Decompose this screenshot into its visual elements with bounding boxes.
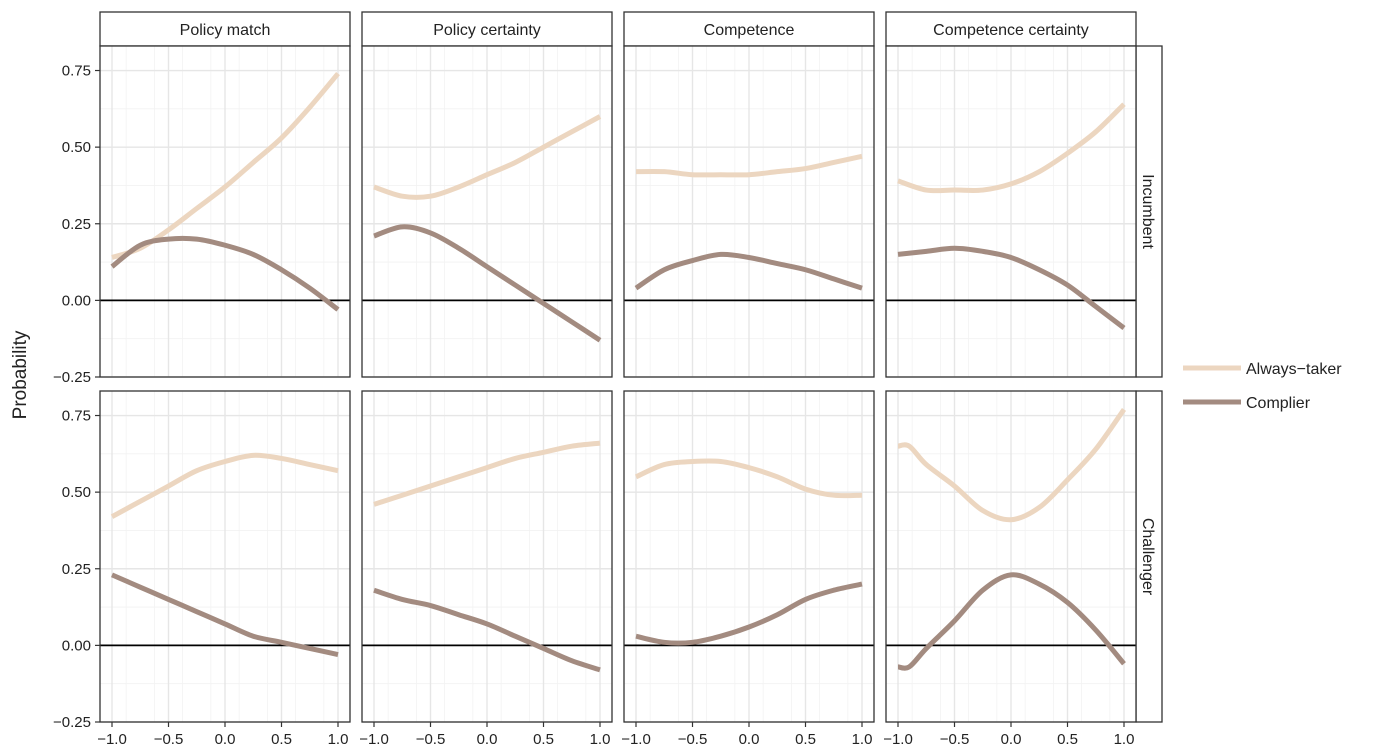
- x-tick-label: 1.0: [328, 731, 349, 748]
- series-line: [373, 587, 601, 673]
- facet-panel: −1.0 −0.5 0.0 0.5 1.0: [359, 390, 613, 748]
- series-line: [635, 581, 863, 646]
- facet-strip-row: Challenger: [1135, 390, 1163, 723]
- x-tick-label: −0.5: [154, 731, 184, 748]
- x-tick-label: −0.5: [678, 731, 708, 748]
- x-tick-label: 1.0: [590, 731, 611, 748]
- y-tick-label: −0.25: [53, 714, 91, 731]
- x-tick-label: 0.5: [795, 731, 816, 748]
- x-tick-label: −0.5: [416, 731, 446, 748]
- panel-border: [623, 45, 875, 378]
- y-axis-label: Probability: [10, 330, 31, 419]
- x-tick-label: 0.5: [1057, 731, 1078, 748]
- y-tick-label: 0.50: [62, 484, 91, 501]
- panel-border: [99, 45, 351, 378]
- facet-panel: −1.0 −0.5 0.0 0.5 1.0: [621, 390, 875, 748]
- series-line: [111, 572, 339, 658]
- x-tick-label: −0.5: [940, 731, 970, 748]
- panel-border: [361, 45, 613, 378]
- series-line: [373, 114, 602, 200]
- y-tick-label: 0.75: [62, 408, 91, 425]
- legend-label: Complier: [1246, 395, 1311, 412]
- facet-strip-box: [361, 11, 613, 47]
- series-line: [897, 245, 1126, 330]
- x-tick-label: −1.0: [621, 731, 651, 748]
- series-line: [373, 224, 602, 343]
- x-tick-label: 0.0: [1001, 731, 1022, 748]
- facet-strip-box: [885, 11, 1137, 47]
- facet-strip-row: Incumbent: [1135, 45, 1163, 378]
- legend-label: Always−taker: [1246, 361, 1342, 378]
- panels-layer: Policy match Policy certainty Competence Co…: [53, 11, 1163, 748]
- facet-strip-box: [1135, 45, 1163, 378]
- legend: Always−taker Complier: [1183, 361, 1342, 412]
- facet-strip-column: Competence certainty: [885, 11, 1137, 47]
- series-line: [110, 235, 340, 312]
- y-tick-label: 0.25: [62, 561, 91, 578]
- facet-strip-column: Competence: [623, 11, 875, 47]
- x-tick-label: 0.5: [533, 731, 554, 748]
- y-tick-label: 0.00: [62, 637, 91, 654]
- legend-item: Always−taker: [1183, 361, 1342, 378]
- x-tick-label: −1.0: [883, 731, 913, 748]
- facet-strip-label: Incumbent: [1139, 174, 1156, 249]
- x-tick-label: −1.0: [97, 731, 127, 748]
- series-line: [110, 452, 339, 519]
- series-line: [634, 251, 863, 291]
- series-line: [373, 440, 601, 507]
- x-tick-label: 0.0: [739, 731, 760, 748]
- y-tick-label: 0.50: [62, 139, 91, 156]
- x-tick-label: 0.0: [477, 731, 498, 748]
- facet-strip-box: [99, 11, 351, 47]
- facet-strip-column: Policy certainty: [361, 11, 613, 47]
- x-tick-label: 1.0: [852, 731, 873, 748]
- facet-strip-box: [623, 11, 875, 47]
- series-line: [635, 153, 863, 178]
- panel-border: [885, 45, 1137, 378]
- facet-strip-column: Policy match: [99, 11, 351, 47]
- x-tick-label: 0.0: [215, 731, 236, 748]
- facet-panel: [885, 45, 1137, 378]
- facet-strip-label: Competence certainty: [933, 22, 1089, 39]
- y-tick-label: 0.25: [62, 216, 91, 233]
- x-tick-label: −1.0: [359, 731, 389, 748]
- facet-panel: [623, 45, 875, 378]
- facet-panel: [361, 45, 613, 378]
- series-line: [897, 572, 1126, 671]
- x-tick-label: 0.5: [271, 731, 292, 748]
- legend-item: Complier: [1183, 395, 1311, 412]
- y-tick-label: 0.75: [62, 63, 91, 80]
- x-tick-label: 1.0: [1114, 731, 1135, 748]
- series-line: [897, 407, 1127, 523]
- y-tick-label: −0.25: [53, 369, 91, 386]
- series-line: [897, 102, 1126, 194]
- y-tick-label: 0.00: [62, 292, 91, 309]
- facet-strip-label: Policy certainty: [433, 22, 541, 39]
- facet-strip-label: Policy match: [180, 22, 271, 39]
- facet-panel: −0.25 0.00 0.25 0.50 0.75 −1.0 −0.5 0.0 0.5 1.0: [53, 390, 351, 748]
- series-line: [634, 458, 863, 499]
- facet-panel: −0.25 0.00 0.25 0.50 0.75: [53, 45, 351, 386]
- facet-panel: −1.0 −0.5 0.0 0.5 1.0: [883, 390, 1137, 748]
- facet-strip-label: Competence: [704, 22, 795, 39]
- facet-strip-label: Challenger: [1139, 518, 1156, 596]
